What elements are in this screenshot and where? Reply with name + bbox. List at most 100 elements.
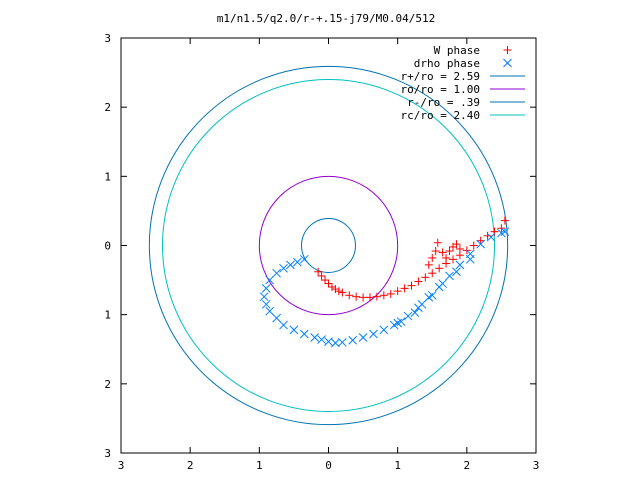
drho-phase-point-stroke [465, 254, 475, 264]
drho-phase-point-stroke [417, 299, 427, 309]
drho-phase-point [476, 239, 486, 249]
reference-circle-2 [301, 218, 356, 273]
w-phase-point [435, 264, 444, 273]
w-phase-point [407, 281, 416, 290]
legend-label: rc/ro = 2.40 [401, 109, 480, 122]
y-tick-label: 3 [104, 32, 111, 45]
w-phase-point [352, 292, 361, 301]
drho-phase-point [410, 308, 420, 317]
w-phase-point [421, 273, 430, 282]
drho-phase-point [265, 306, 275, 316]
drho-phase-point [299, 254, 309, 264]
drho-phase-point-stroke [348, 335, 358, 345]
drho-phase-point-stroke [410, 308, 420, 317]
chart-title: m1/n1.5/q2.0/r-+.15-j79/M0.04/512 [217, 12, 436, 25]
y-tick-label: 2 [104, 378, 111, 391]
drho-phase-point [389, 320, 399, 330]
w-phase-point [433, 238, 442, 247]
drho-phase-point [261, 284, 271, 293]
w-phase-point [442, 253, 451, 262]
legend-marker [503, 46, 512, 54]
legend-label: W phase [434, 44, 480, 57]
phase-points [259, 216, 510, 348]
w-phase-point [324, 279, 333, 288]
drho-phase-point [438, 279, 447, 288]
legend-marker-stroke [503, 58, 512, 68]
w-phase-point [476, 236, 485, 245]
w-phase-point [338, 288, 347, 297]
x-tick-label: 2 [464, 459, 471, 472]
drho-phase-point [465, 254, 475, 264]
reference-circle-3 [162, 79, 495, 412]
drho-phase-point-stroke [445, 271, 454, 281]
w-phase-point [317, 271, 326, 280]
w-phase-point [452, 240, 461, 249]
drho-phase-point-stroke [272, 268, 281, 278]
drho-phase-point-stroke [331, 338, 340, 348]
drho-phase-point-stroke [358, 333, 368, 342]
w-phase-point [455, 244, 464, 253]
reference-circle-1 [258, 175, 399, 316]
drho-phase-point-stroke [455, 260, 465, 270]
w-phase-point [393, 287, 402, 296]
w-phase-point [372, 292, 381, 301]
drho-phase-point [455, 260, 465, 270]
drho-phase-point-stroke [396, 317, 406, 326]
drho-phase-point-stroke [299, 329, 309, 339]
drho-phase-point [369, 329, 378, 339]
w-phase-point [345, 291, 354, 300]
w-phase-point [500, 216, 509, 225]
w-phase-point [314, 267, 323, 276]
w-phase-point [438, 248, 447, 257]
y-tick-label: 1 [104, 170, 111, 183]
drho-phase-point [286, 260, 295, 270]
drho-phase-point-stroke [279, 263, 288, 273]
w-phase-point [428, 253, 437, 262]
drho-phase-point [452, 267, 461, 277]
drho-phase-point-stroke [279, 320, 288, 330]
drho-phase-point [299, 329, 309, 339]
w-phase-point [428, 269, 437, 278]
w-phase-point [334, 287, 343, 296]
w-phase-point [449, 255, 457, 264]
drho-phase-point-stroke [389, 320, 399, 330]
drho-phase-point [445, 271, 454, 281]
drho-phase-point [317, 335, 326, 344]
drho-phase-point [279, 263, 288, 273]
w-phase-point [424, 260, 433, 269]
legend-marker [503, 58, 512, 68]
drho-phase-point-stroke [265, 306, 275, 316]
legend-label: r+/ro = 2.59 [401, 70, 480, 83]
drho-phase-point-stroke [259, 292, 269, 302]
drho-phase-point [500, 227, 510, 237]
legend-label: drho phase [414, 57, 480, 70]
w-phase-point [469, 241, 478, 250]
y-tick-label: 0 [104, 240, 111, 253]
drho-phase-point [261, 299, 271, 309]
drho-phase-point-stroke [261, 299, 271, 309]
drho-phase-point [265, 275, 275, 285]
drho-phase-point [403, 311, 413, 321]
w-phase-point [366, 293, 374, 302]
y-tick-label: 3 [104, 447, 111, 460]
w-phase-point [386, 289, 395, 298]
reference-circle-0 [148, 65, 509, 426]
drho-phase-point-stroke [486, 232, 496, 242]
drho-phase-point [417, 299, 427, 309]
drho-phase-point [396, 317, 406, 326]
x-tick-label: 3 [533, 459, 540, 472]
x-tick-label: 0 [325, 459, 332, 472]
drho-phase-point-stroke [438, 279, 447, 288]
drho-phase-point-stroke [310, 333, 320, 342]
drho-phase-point-stroke [476, 239, 486, 249]
drho-phase-point [310, 333, 320, 342]
x-tick-label: 2 [187, 459, 194, 472]
w-phase-point [327, 283, 336, 291]
w-phase-point [483, 231, 492, 240]
drho-phase-point-stroke [427, 290, 437, 300]
drho-phase-point [279, 320, 288, 330]
drho-phase-point-stroke [272, 313, 281, 323]
reference-circles [148, 65, 509, 426]
drho-phase-point-stroke [299, 254, 309, 264]
